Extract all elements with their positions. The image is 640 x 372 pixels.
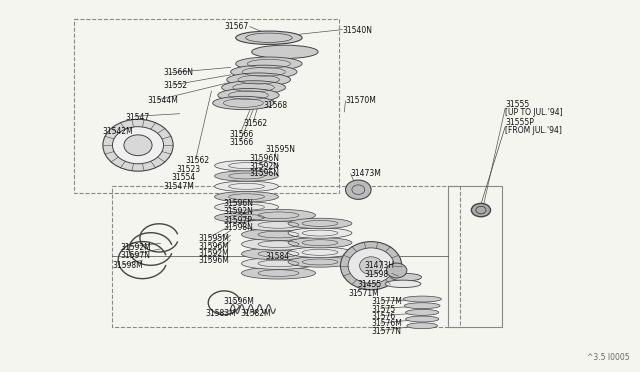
Text: 31577M: 31577M — [371, 297, 402, 306]
Ellipse shape — [124, 135, 152, 155]
Text: 31455: 31455 — [357, 280, 381, 289]
Text: ^3.5 l0005: ^3.5 l0005 — [587, 353, 630, 362]
Text: 31596N: 31596N — [250, 169, 280, 178]
Text: 31566: 31566 — [229, 138, 253, 147]
Text: 31592N: 31592N — [250, 162, 280, 171]
Text: 31473H: 31473H — [365, 261, 395, 270]
Text: 31473M: 31473M — [351, 169, 381, 178]
Text: 31544M: 31544M — [148, 96, 179, 105]
Text: 31576: 31576 — [371, 312, 396, 321]
Ellipse shape — [218, 89, 279, 102]
Ellipse shape — [407, 323, 438, 329]
Ellipse shape — [340, 241, 402, 290]
Text: 31597P: 31597P — [223, 216, 252, 225]
Text: 31575: 31575 — [371, 305, 396, 314]
Text: 31582M: 31582M — [240, 310, 271, 318]
Text: 31571M: 31571M — [349, 289, 380, 298]
Text: 31592N: 31592N — [223, 208, 253, 217]
Text: 31584: 31584 — [266, 252, 290, 261]
Ellipse shape — [236, 57, 302, 70]
Ellipse shape — [346, 180, 371, 199]
Ellipse shape — [212, 96, 274, 110]
Text: 31577N: 31577N — [371, 327, 401, 336]
Text: 31562: 31562 — [186, 156, 210, 165]
Ellipse shape — [230, 65, 297, 78]
Ellipse shape — [406, 310, 439, 315]
Text: 31540N: 31540N — [342, 26, 372, 35]
Ellipse shape — [241, 219, 316, 231]
Text: 31523: 31523 — [176, 165, 200, 174]
Text: 31547: 31547 — [125, 113, 150, 122]
Text: 31596M: 31596M — [223, 297, 254, 306]
Ellipse shape — [288, 237, 352, 248]
Ellipse shape — [241, 248, 316, 260]
Ellipse shape — [406, 316, 439, 322]
Text: 31595N: 31595N — [266, 145, 296, 154]
Text: 31554: 31554 — [172, 173, 196, 182]
Ellipse shape — [241, 209, 316, 221]
Ellipse shape — [103, 119, 173, 171]
Ellipse shape — [288, 257, 352, 267]
Ellipse shape — [404, 303, 440, 309]
Text: 31566N: 31566N — [164, 68, 193, 77]
Text: 31568: 31568 — [264, 101, 288, 110]
Text: 31598N: 31598N — [223, 223, 253, 232]
Ellipse shape — [241, 267, 316, 279]
Text: 31547M: 31547M — [164, 182, 195, 191]
Ellipse shape — [387, 263, 407, 278]
Ellipse shape — [385, 280, 421, 288]
Text: [UP TO JUL.'94]: [UP TO JUL.'94] — [505, 108, 563, 117]
Text: 31562: 31562 — [243, 119, 268, 128]
Text: 31595M: 31595M — [198, 234, 230, 243]
Ellipse shape — [214, 212, 278, 223]
Text: 31596N: 31596N — [223, 199, 253, 208]
Text: 31555P: 31555P — [505, 118, 534, 127]
Ellipse shape — [471, 203, 490, 217]
Text: 31596M: 31596M — [198, 256, 230, 265]
Ellipse shape — [391, 273, 422, 281]
Ellipse shape — [227, 73, 291, 86]
Ellipse shape — [252, 45, 318, 58]
Text: 31570M: 31570M — [346, 96, 376, 105]
Ellipse shape — [288, 247, 352, 257]
Text: 31552: 31552 — [164, 81, 188, 90]
Ellipse shape — [288, 218, 352, 229]
Ellipse shape — [214, 181, 278, 192]
Text: 31598: 31598 — [365, 270, 389, 279]
Ellipse shape — [241, 238, 316, 250]
Ellipse shape — [214, 160, 278, 171]
Text: 31598M: 31598M — [113, 261, 143, 270]
Ellipse shape — [288, 228, 352, 238]
Text: 31592M: 31592M — [198, 249, 229, 258]
Ellipse shape — [241, 257, 316, 269]
Ellipse shape — [348, 248, 394, 283]
Text: 31576M: 31576M — [371, 320, 402, 328]
Text: 31583M: 31583M — [205, 310, 236, 318]
Ellipse shape — [403, 296, 442, 302]
Text: [FROM JUL.'94]: [FROM JUL.'94] — [505, 126, 562, 135]
Ellipse shape — [236, 31, 302, 44]
Ellipse shape — [360, 257, 383, 275]
Ellipse shape — [214, 171, 278, 181]
Text: 31596N: 31596N — [250, 154, 280, 163]
Text: 31566: 31566 — [229, 129, 253, 139]
Text: 31597N: 31597N — [121, 251, 151, 260]
Text: 31596M: 31596M — [198, 241, 230, 250]
Text: 31542M: 31542M — [103, 126, 134, 136]
Ellipse shape — [214, 192, 278, 202]
Ellipse shape — [241, 229, 316, 240]
Text: 31567: 31567 — [225, 22, 249, 31]
Text: 31592M: 31592M — [121, 243, 152, 251]
Ellipse shape — [113, 127, 164, 164]
Ellipse shape — [214, 202, 278, 212]
Ellipse shape — [221, 81, 285, 94]
Text: 31555: 31555 — [505, 100, 529, 109]
